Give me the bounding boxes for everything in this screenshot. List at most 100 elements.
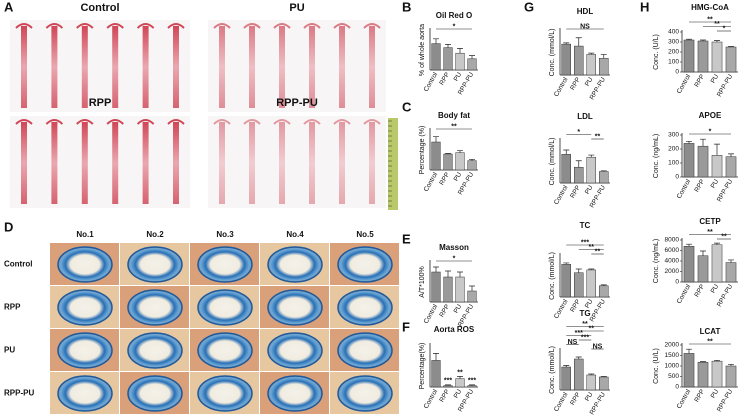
significance: *	[577, 129, 580, 136]
chart-title: LCAT	[700, 327, 721, 336]
bar	[586, 54, 596, 76]
aorta	[51, 122, 58, 204]
error-bar	[714, 143, 720, 156]
bar	[561, 366, 571, 391]
error-bar	[588, 52, 595, 55]
significance: **	[714, 21, 720, 28]
error-bar	[433, 266, 439, 272]
error-bar	[469, 285, 475, 291]
bar	[431, 360, 441, 388]
row-label: RPP-PU	[4, 389, 34, 398]
error-bar	[714, 359, 720, 362]
x-tick-label: PU	[584, 391, 595, 403]
error-bar	[575, 268, 582, 273]
aorta	[142, 26, 149, 108]
error-bar	[728, 153, 734, 157]
x-tick-label: Control	[423, 388, 440, 410]
bar	[697, 361, 709, 388]
bar	[599, 58, 609, 76]
x-tick-label: RPP	[438, 303, 451, 318]
aorta-arch	[363, 119, 381, 125]
aorta	[219, 26, 225, 108]
bar	[683, 39, 695, 73]
section	[267, 289, 323, 326]
significance: ***	[444, 378, 452, 385]
bar	[697, 145, 709, 178]
y-tick-label: 100	[668, 160, 679, 167]
significance: *	[453, 24, 456, 31]
error-bar	[445, 44, 451, 48]
y-tick-label: 1000	[665, 363, 680, 370]
bar	[599, 171, 609, 184]
error-bar	[563, 42, 570, 45]
error-bar	[457, 48, 463, 54]
significance: **	[721, 234, 727, 241]
aorta	[249, 26, 255, 108]
aorta-arch	[167, 119, 185, 125]
error-bar	[588, 268, 595, 270]
x-tick-label: PU	[710, 178, 721, 190]
error-bar	[575, 356, 582, 359]
aorta	[112, 26, 119, 108]
bar	[599, 376, 609, 391]
y-axis-label: Conc. (mmol/L)	[549, 138, 556, 186]
photo-label: PU	[289, 2, 304, 14]
aorta	[21, 122, 27, 204]
x-tick-label: PU	[710, 388, 721, 400]
bar	[711, 244, 723, 283]
aorta-arch	[76, 23, 94, 29]
photo	[10, 116, 190, 208]
y-axis-label: Conc. (mmol/L)	[549, 29, 556, 77]
error-bar	[700, 361, 706, 363]
significance: *	[723, 26, 726, 33]
error-bar	[563, 149, 570, 155]
x-tick-label: Control	[676, 73, 693, 95]
y-axis-label: A/T*100%	[419, 266, 426, 298]
y-tick-label: 6000	[665, 247, 680, 254]
significance: **	[451, 124, 457, 131]
bar	[574, 166, 584, 184]
x-tick-label: PU	[710, 73, 721, 85]
x-tick-label: PU	[453, 171, 464, 183]
aorta-arch	[136, 119, 155, 125]
x-tick-label: PU	[453, 71, 464, 83]
aorta	[51, 26, 58, 108]
error-bar	[700, 138, 706, 147]
error-bar	[728, 46, 734, 47]
aorta-arch	[106, 119, 124, 125]
aorta-arch	[106, 23, 124, 29]
y-tick-label: 8000	[665, 237, 680, 244]
ruler	[388, 118, 398, 210]
error-bar	[445, 384, 451, 386]
significance: **	[707, 339, 713, 346]
chart-title: Aorta ROS	[434, 325, 475, 334]
bar	[725, 156, 737, 178]
aorta	[279, 26, 285, 108]
x-tick-label: Control	[676, 388, 693, 410]
column-label: No.5	[356, 230, 374, 239]
aorta	[369, 26, 375, 108]
bar	[455, 52, 465, 71]
bar	[711, 360, 723, 388]
bar	[586, 156, 596, 184]
aorta	[339, 26, 345, 108]
y-tick-label: 2000	[665, 342, 680, 349]
error-bar	[600, 376, 607, 377]
bar	[725, 262, 737, 283]
section	[267, 375, 323, 412]
x-tick-label: Control	[553, 76, 570, 98]
bar	[586, 269, 596, 298]
aorta-arch	[136, 23, 155, 29]
photo	[10, 20, 190, 112]
aorta	[369, 122, 375, 204]
aorta-arch	[15, 23, 33, 29]
significance: **	[589, 326, 595, 333]
error-bar	[728, 259, 734, 263]
y-tick-label: 400	[668, 29, 679, 36]
aorta-arch	[15, 119, 33, 125]
column-label: No.1	[76, 230, 94, 239]
column-label: No.3	[216, 230, 234, 239]
